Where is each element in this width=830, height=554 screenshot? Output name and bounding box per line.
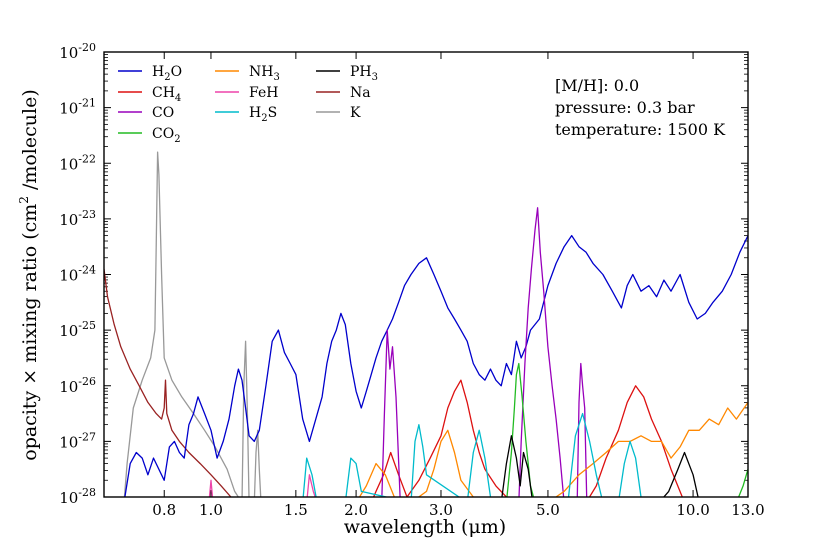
legend-label-h2s: H2S xyxy=(249,105,277,124)
y-axis-label: opacity × mixing ratio (cm2 /molecule) xyxy=(17,89,41,461)
legend-label-subscript: 2 xyxy=(174,134,180,145)
x-axis-ticks: 0.8 1.0 1.5 2.0 3.0 5.0 10.0 13.0 xyxy=(152,52,765,519)
y-tick-exponent: -20 xyxy=(78,41,96,54)
legend-label-base: K xyxy=(350,105,361,121)
annotation-box: [M/H]: 0.0 pressure: 0.3 bar temperature… xyxy=(555,76,726,139)
y-tick-exponent: -27 xyxy=(78,430,96,443)
x-tick-label: 13.0 xyxy=(731,501,764,519)
y-tick-base: 10 xyxy=(59,100,78,118)
y-tick-label: 10-21 xyxy=(59,97,96,118)
y-tick-label: 10-28 xyxy=(59,486,96,507)
x-tick-label: 1.0 xyxy=(199,501,223,519)
y-tick-base: 10 xyxy=(59,378,78,396)
legend-label-co2: CO2 xyxy=(152,126,181,145)
svg-text:opacity × mixing ratio (cm2 /m: opacity × mixing ratio (cm2 /molecule) xyxy=(17,89,41,461)
annotation-temperature: temperature: 1500 K xyxy=(555,120,726,139)
x-tick-label: 2.0 xyxy=(344,501,368,519)
series-group xyxy=(104,151,748,497)
legend-label-base: CO xyxy=(152,105,174,121)
x-tick-label: 5.0 xyxy=(536,501,560,519)
legend-label-k: K xyxy=(350,105,361,121)
legend-label-nh3: NH3 xyxy=(249,64,280,83)
y-tick-exponent: -24 xyxy=(78,264,96,277)
y-tick-label: 10-20 xyxy=(59,41,96,62)
series-line-feh xyxy=(208,474,316,497)
series-line-na xyxy=(104,268,232,497)
y-tick-base: 10 xyxy=(59,267,78,285)
y-tick-exponent: -23 xyxy=(78,208,96,221)
y-tick-label: 10-22 xyxy=(59,152,96,173)
legend-label-subscript: 3 xyxy=(372,72,378,83)
legend-label-ph3: PH3 xyxy=(350,64,378,83)
y-axis-label-main: opacity × mixing ratio (cm xyxy=(19,204,41,461)
legend-label-subscript: 2 xyxy=(164,72,170,83)
legend-label-base: FeH xyxy=(249,85,278,101)
legend-label-na: Na xyxy=(350,85,371,101)
y-tick-base: 10 xyxy=(59,211,78,229)
x-tick-label: 1.5 xyxy=(284,501,308,519)
legend-label-subscript: 3 xyxy=(273,72,279,83)
y-axis-label-tail: /molecule) xyxy=(19,89,41,196)
legend-label-base: NH xyxy=(249,64,273,80)
series-line-ch4 xyxy=(372,379,684,497)
legend-label-h2o: H2O xyxy=(152,64,182,83)
annotation-pressure: pressure: 0.3 bar xyxy=(555,98,695,117)
legend-label-base: H xyxy=(152,64,164,80)
x-tick-label: 0.8 xyxy=(152,501,176,519)
x-axis-label: wavelength (μm) xyxy=(344,516,506,538)
legend-label-base: CO xyxy=(152,126,174,142)
series-line-nh3 xyxy=(358,402,748,497)
y-tick-exponent: -25 xyxy=(78,319,96,332)
plot-frame xyxy=(103,51,749,498)
legend-label-co: CO xyxy=(152,105,174,121)
legend-label-subscript: 4 xyxy=(175,93,181,104)
y-tick-base: 10 xyxy=(59,322,78,340)
y-tick-label: 10-27 xyxy=(59,430,96,451)
y-tick-label: 10-25 xyxy=(59,319,96,340)
x-tick-label: 10.0 xyxy=(676,501,709,519)
annotation-metallicity: [M/H]: 0.0 xyxy=(555,76,639,95)
series-line-h2o xyxy=(124,234,748,497)
y-tick-base: 10 xyxy=(59,44,78,62)
legend-label-tail: O xyxy=(171,64,182,80)
series-line-co xyxy=(381,207,588,497)
legend-label-subscript: 2 xyxy=(261,113,267,124)
legend-label-base: PH xyxy=(350,64,372,80)
y-tick-exponent: -26 xyxy=(78,375,96,388)
legend-label-base: Na xyxy=(350,85,371,101)
y-axis-label-sup: 2 xyxy=(17,196,31,204)
series-line-h2s xyxy=(302,412,642,497)
legend-label-ch4: CH4 xyxy=(152,85,181,104)
series-line-co2 xyxy=(506,362,748,497)
y-tick-exponent: -21 xyxy=(78,97,96,110)
series-line-k xyxy=(123,151,262,497)
y-tick-label: 10-26 xyxy=(59,375,96,396)
y-tick-base: 10 xyxy=(59,433,78,451)
y-tick-base: 10 xyxy=(59,489,78,507)
legend-label-base: H xyxy=(249,105,261,121)
legend-label-feh: FeH xyxy=(249,85,278,101)
y-tick-label: 10-23 xyxy=(59,208,96,229)
legend-label-tail: S xyxy=(268,105,278,121)
y-tick-label: 10-24 xyxy=(59,264,96,285)
y-tick-base: 10 xyxy=(59,155,78,173)
x-tick-label: 3.0 xyxy=(429,501,453,519)
y-tick-exponent: -22 xyxy=(78,152,96,165)
y-tick-exponent: -28 xyxy=(78,486,96,499)
series-line-ph3 xyxy=(501,435,699,497)
legend-label-base: CH xyxy=(152,85,175,101)
